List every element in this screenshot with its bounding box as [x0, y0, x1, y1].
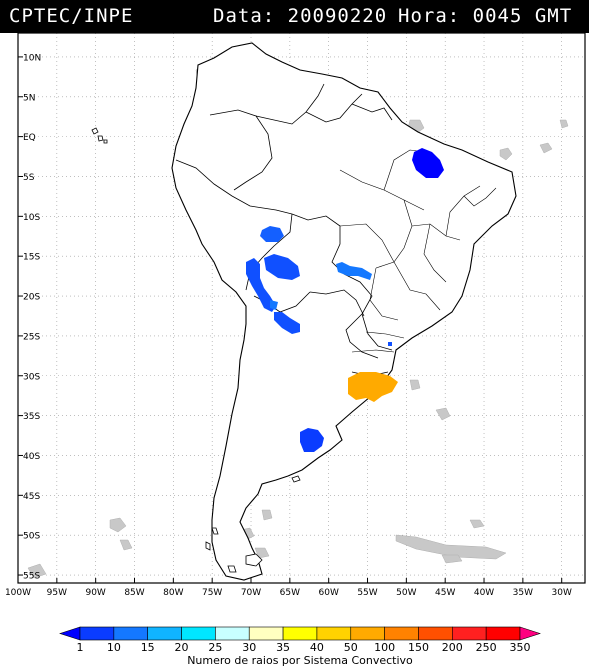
org-title: CPTEC/INPE [9, 5, 134, 27]
colorbar-tick-label: 100 [374, 641, 395, 654]
colorbar-segment [384, 626, 419, 641]
lon-tick-label: 30W [552, 588, 572, 598]
cluster-peru-north [260, 226, 284, 242]
cluster-mato-grosso [336, 262, 372, 280]
colorbar-tick-label: 30 [242, 641, 256, 654]
cluster-chile-north [270, 300, 278, 310]
lat-tick-label: 55S [23, 572, 40, 582]
lat-tick-label: 45S [23, 492, 40, 502]
colorbar-min-arrow [59, 626, 81, 641]
lat-tick-label: 50S [23, 532, 40, 542]
colorbar-tick-label: 150 [408, 641, 429, 654]
hour-label: Hora: 0045 GMT [398, 5, 573, 27]
colorbar-segment [113, 626, 148, 641]
colorbar-tick-label: 25 [208, 641, 222, 654]
lat-tick-label: 20S [23, 293, 40, 303]
lat-tick-label: 10S [23, 213, 40, 223]
lat-tick-label: 15S [23, 253, 40, 263]
colorbar-segment [79, 626, 115, 641]
cluster-bolivia-west [246, 258, 276, 312]
cluster-rio-grande-do-sul [348, 372, 398, 402]
lat-tick-label: 40S [23, 452, 40, 462]
colorbar-tick-label: 40 [310, 641, 324, 654]
lon-tick-label: 65W [280, 588, 300, 598]
colorbar-tick-label: 15 [141, 641, 155, 654]
colorbar: 1 10 15 20 25 30 35 40 50 100 150 200 250 350 [59, 626, 541, 654]
colorbar-segment [350, 626, 385, 641]
colorbar-segment [147, 626, 182, 641]
colorbar-segment [181, 626, 216, 641]
colorbar-tick-label: 35 [276, 641, 290, 654]
lon-tick-label: 75W [202, 588, 222, 598]
lon-tick-label: 60W [319, 588, 339, 598]
colorbar-tick-label: 250 [476, 641, 497, 654]
lon-tick-label: 35W [513, 588, 533, 598]
lon-tick-label: 100W [5, 588, 31, 598]
lat-tick-label: 5S [23, 173, 35, 183]
axis-ticks: 10N 5N EQ 5S 10S 15S 20S 25S 30S 35S 40S 45S 50S 55S 1… [5, 53, 572, 598]
islands [91, 127, 301, 573]
lon-tick-label: 70W [241, 588, 261, 598]
plot-frame [17, 32, 586, 584]
lat-tick-label: 5N [23, 93, 35, 103]
colorbar-segment [248, 626, 284, 641]
cluster-northeast-brazil [412, 148, 444, 178]
cluster-buenos-aires [300, 428, 324, 452]
lon-tick-label: 85W [124, 588, 144, 598]
colorbar-tick-label: 50 [344, 641, 358, 654]
lat-tick-label: EQ [23, 133, 36, 143]
state-borders [339, 149, 497, 353]
header-bar: CPTEC/INPE Data: 20090220 Hora: 0045 GMT [0, 0, 589, 33]
colorbar-segment [485, 626, 521, 641]
colorbar-tick-label: 1 [77, 641, 84, 654]
colorbar-label: Numero de raios por Sistema Convectivo [187, 654, 413, 667]
colorbar-tick-label: 200 [442, 641, 463, 654]
date-label: Data: 20090220 [213, 5, 388, 27]
cluster-small-brazil [388, 342, 392, 346]
cluster-bolivia [264, 254, 300, 280]
lat-tick-label: 35S [23, 412, 40, 422]
colorbar-tick-label: 350 [510, 641, 531, 654]
colorbar-segment [282, 626, 318, 641]
colorbar-tick-label: 10 [107, 641, 121, 654]
colorbar-tick-label: 20 [175, 641, 189, 654]
colorbar-segment [452, 626, 487, 641]
cluster-argentina-north [274, 312, 300, 334]
lon-tick-label: 95W [47, 588, 67, 598]
lightning-clusters [246, 148, 444, 452]
lat-tick-label: 25S [23, 332, 40, 342]
colorbar-segment [418, 626, 453, 641]
lon-tick-label: 50W [396, 588, 416, 598]
lat-tick-label: 10N [23, 53, 41, 63]
colorbar-max-arrow [519, 626, 541, 641]
colorbar-segment [316, 626, 352, 641]
lon-tick-label: 55W [357, 588, 377, 598]
lat-tick-label: 30S [23, 372, 40, 382]
lon-tick-label: 80W [163, 588, 183, 598]
lon-tick-label: 40W [474, 588, 494, 598]
colorbar-segment [215, 626, 250, 641]
lon-tick-label: 90W [85, 588, 105, 598]
lon-tick-label: 45W [435, 588, 455, 598]
